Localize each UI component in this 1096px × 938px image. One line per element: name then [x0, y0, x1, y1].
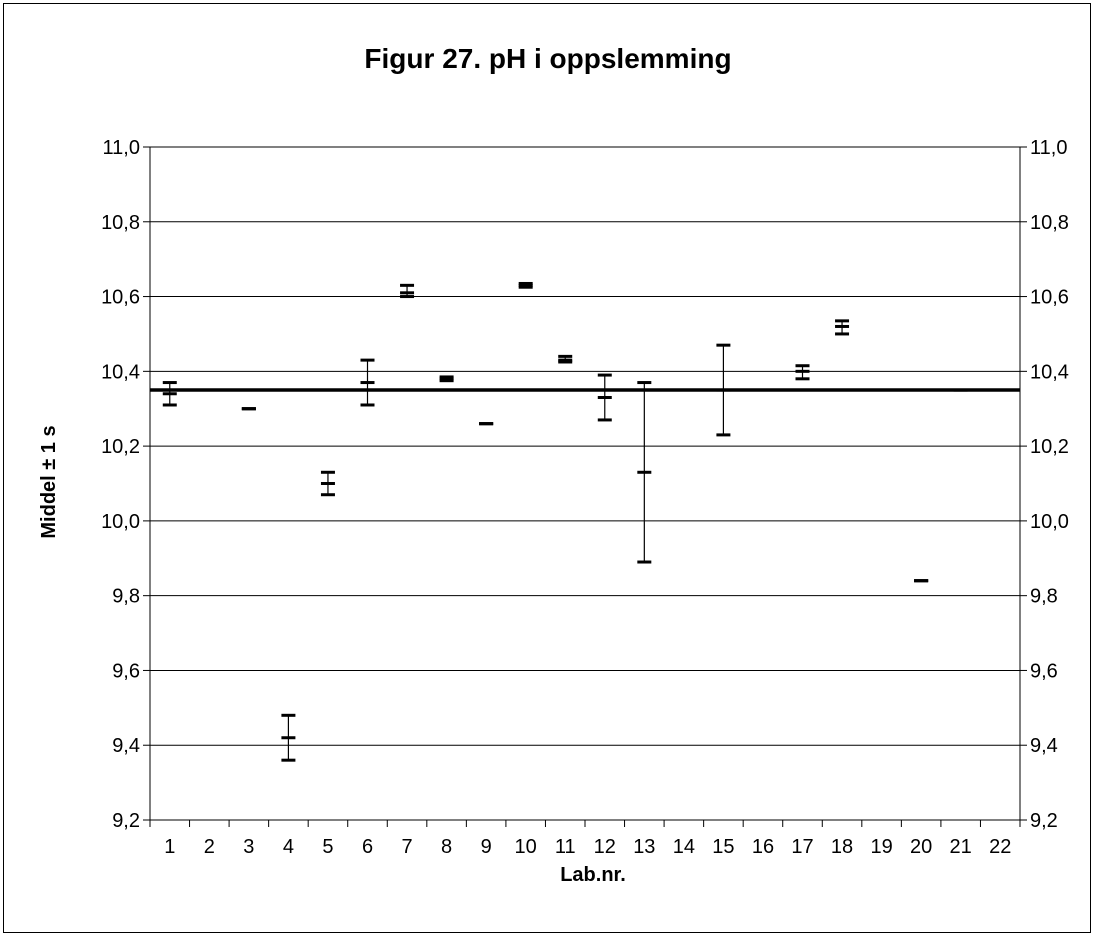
x-tick-label: 16 [752, 836, 774, 858]
chart-title: Figur 27. pH i oppslemming [364, 43, 731, 74]
x-tick-label: 1 [164, 836, 175, 858]
y-tick-label-right: 10,8 [1030, 212, 1069, 234]
x-axis-label: Lab.nr. [560, 864, 626, 886]
y-tick-label-right: 10,6 [1030, 287, 1069, 309]
error-bar-lab-10 [518, 281, 533, 289]
error-bar-lab-8 [439, 375, 454, 383]
y-tick-label-left: 10,4 [101, 361, 140, 383]
error-bar-lab-11 [558, 354, 573, 364]
y-tick-label-right: 11,0 [1030, 137, 1067, 159]
y-tick-label-left: 10,0 [101, 511, 140, 533]
error-bars [162, 281, 968, 762]
y-tick-label-left: 9,8 [112, 586, 140, 608]
y-tick-label-right: 10,2 [1030, 436, 1069, 458]
error-bar-lab-13 [637, 381, 652, 564]
x-tick-label: 11 [555, 836, 576, 858]
error-bar-lab-4 [281, 713, 296, 762]
y-tick-label-right: 9,2 [1030, 810, 1058, 832]
y-tick-label-left: 11,0 [103, 137, 140, 159]
x-tick-label: 15 [712, 836, 734, 858]
x-tick-label: 12 [594, 836, 616, 858]
y-tick-label-left: 9,2 [112, 810, 140, 832]
chart-frame [3, 3, 1091, 933]
y-tick-label-right: 9,4 [1030, 735, 1058, 757]
y-tick-label-right: 9,8 [1030, 586, 1058, 608]
y-tick-labels-left: 11,0 10,8 10,6 10,4 10,2 10,0 9,8 9,6 9,4 9,2 [101, 137, 140, 832]
error-bar-lab-12 [597, 373, 612, 422]
x-tick-label: 21 [950, 836, 972, 858]
y-tick-label-left: 10,2 [101, 436, 140, 458]
x-tick-label: 20 [910, 836, 932, 858]
y-tick-label-left: 9,6 [112, 660, 140, 682]
y-tick-label-left: 10,6 [101, 287, 140, 309]
error-bar-lab-6 [360, 358, 375, 407]
x-tick-label: 6 [362, 836, 373, 858]
y-tick-labels-right: 11,0 10,8 10,6 10,4 10,2 10,0 9,8 9,6 9,4 9,2 [1030, 137, 1069, 832]
error-bar-lab-15 [716, 343, 731, 437]
x-tick-label: 19 [870, 836, 892, 858]
x-tick-label: 17 [791, 836, 813, 858]
x-tick-label: 4 [283, 836, 294, 858]
error-bar-lab-18 [835, 319, 850, 336]
y-tick-label-left: 9,4 [112, 735, 140, 757]
x-tick-labels: 1 2 3 4 5 6 7 8 9 10 11 12 13 14 15 16 17 18 19 20 21 22 [164, 836, 1011, 858]
y-tick-label-left: 10,8 [101, 212, 140, 234]
x-tick-label: 22 [989, 836, 1011, 858]
error-bar-lab-7 [400, 283, 415, 299]
y-axis-label: Middel ± 1 s [38, 425, 60, 538]
error-bar-lab-5 [320, 470, 335, 497]
x-tick-label: 7 [401, 836, 412, 858]
error-bar-lab-17 [795, 364, 810, 381]
x-tick-label: 14 [673, 836, 695, 858]
error-bar-lab-1 [162, 381, 177, 407]
gridlines [150, 146, 1020, 746]
x-tick-label: 2 [204, 836, 215, 858]
axes [143, 146, 1027, 827]
y-tick-label-right: 9,6 [1030, 660, 1058, 682]
x-tick-label: 18 [831, 836, 853, 858]
x-tick-label: 5 [322, 836, 333, 858]
x-tick-label: 3 [243, 836, 254, 858]
y-tick-label-right: 10,4 [1030, 361, 1069, 383]
x-tick-label: 10 [515, 836, 537, 858]
x-tick-label: 8 [441, 836, 452, 858]
x-tick-label: 13 [633, 836, 655, 858]
y-tick-label-right: 10,0 [1030, 511, 1069, 533]
x-tick-label: 9 [481, 836, 492, 858]
